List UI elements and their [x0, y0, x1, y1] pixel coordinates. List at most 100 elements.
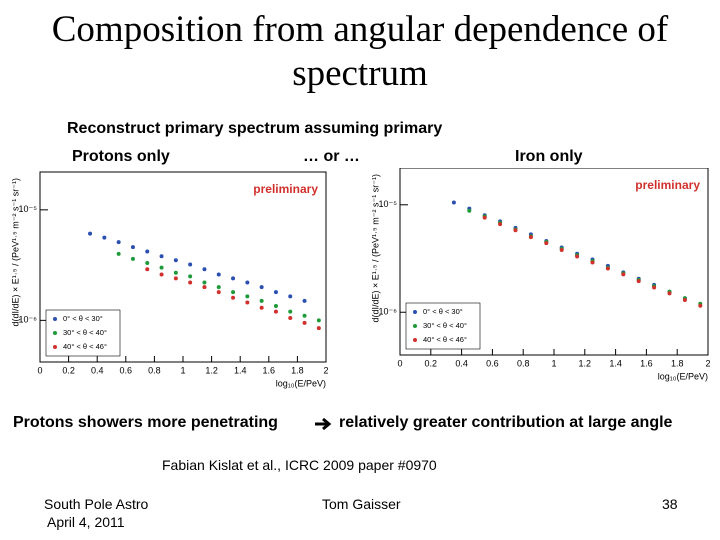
data-point [544, 241, 549, 246]
data-point [652, 285, 657, 290]
legend-label: 30° < θ < 40° [63, 328, 107, 337]
data-point [259, 305, 264, 310]
y-axis-label: d(dI/dE) × E¹·⁵ / (PeV¹·⁵ m⁻² s⁻¹ sr⁻¹) [370, 174, 380, 322]
data-point [159, 254, 164, 259]
legend-box [45, 309, 121, 357]
annotation: preliminary [253, 182, 318, 196]
data-point [145, 267, 150, 272]
x-axis-label: log₁₀(E/PeV) [658, 371, 708, 381]
legend-label: 0° < θ < 30° [63, 314, 103, 323]
x-tick-label: 1 [551, 358, 556, 368]
data-point [145, 249, 150, 254]
data-point [245, 280, 250, 285]
y-tick-label: 10⁻⁵ [19, 204, 38, 214]
x-tick-label: 0.4 [91, 365, 104, 375]
data-point [245, 300, 250, 305]
data-point [159, 272, 164, 277]
legend-marker [53, 317, 57, 321]
data-point [88, 231, 93, 236]
data-point [621, 272, 626, 277]
data-point [273, 309, 278, 314]
legend-label: 30° < θ < 40° [423, 321, 467, 330]
x-tick-label: 2 [323, 365, 328, 375]
data-point [451, 200, 456, 205]
x-tick-label: 0.2 [425, 358, 438, 368]
x-tick-label: 0.8 [148, 365, 161, 375]
left-label: Protons only [72, 148, 170, 165]
data-point [513, 228, 518, 233]
conclusion-end: relatively greater contribution at large… [339, 414, 673, 431]
data-point [590, 260, 595, 265]
footer-venue: South Pole Astro [44, 496, 149, 512]
data-point [173, 258, 178, 263]
data-point [316, 326, 321, 331]
x-tick-label: 1.4 [234, 365, 247, 375]
footer-author: Tom Gaisser [322, 496, 401, 512]
data-point [231, 276, 236, 281]
x-tick-label: 0 [37, 365, 42, 375]
legend-label: 40° < θ < 46° [63, 342, 107, 351]
data-point [116, 251, 121, 256]
legend-label: 0° < θ < 30° [423, 307, 463, 316]
subtitle: Reconstruct primary spectrum assuming pr… [67, 120, 443, 137]
legend-marker [413, 338, 417, 342]
data-point [202, 280, 207, 285]
conclusion-start: Protons showers more penetrating [13, 414, 278, 431]
data-point [145, 261, 150, 266]
data-point [159, 265, 164, 270]
page-number: 38 [662, 496, 678, 512]
middle-label: … or … [303, 148, 360, 165]
data-point [498, 222, 503, 227]
legend-marker [53, 345, 57, 349]
x-tick-label: 1.4 [609, 358, 622, 368]
data-point [682, 297, 687, 302]
x-tick-label: 1.2 [205, 365, 218, 375]
data-point [188, 274, 193, 279]
footer-date: April 4, 2011 [47, 514, 125, 530]
x-tick-label: 0.2 [62, 365, 75, 375]
citation: Fabian Kislat et al., ICRC 2009 paper #0… [162, 457, 437, 473]
y-tick-label: 10⁻⁶ [19, 315, 38, 325]
data-point [173, 276, 178, 281]
data-point [302, 320, 307, 325]
x-tick-label: 1.6 [263, 365, 276, 375]
data-point [216, 285, 221, 290]
y-axis-label: d(dI/dE) × E¹·⁵ / (PeV¹·⁵ m⁻² s⁻¹ sr⁻¹) [10, 178, 20, 326]
data-point [302, 298, 307, 303]
data-point [188, 262, 193, 267]
arrow-icon [315, 417, 332, 431]
data-point [288, 316, 293, 321]
x-tick-label: 0.6 [486, 358, 499, 368]
legend-marker [413, 310, 417, 314]
x-tick-label: 1.6 [640, 358, 653, 368]
data-point [698, 303, 703, 308]
chart-iron: 0 0.2 0.4 0.6 0.8 1 1.2 1.4 1.6 1.8 2 10⁻⁵ 10⁻⁶ log₁₀… [358, 168, 718, 385]
legend-box [405, 302, 481, 350]
y-tick-label: 10⁻⁵ [379, 199, 398, 209]
data-point [482, 215, 487, 220]
data-point [231, 290, 236, 295]
x-tick-label: 1.2 [579, 358, 592, 368]
legend-label: 40° < θ < 46° [423, 335, 467, 344]
data-point [288, 294, 293, 299]
data-point [273, 303, 278, 308]
legend-marker [413, 324, 417, 328]
data-point [216, 290, 221, 295]
data-point [636, 279, 641, 284]
data-point [528, 235, 533, 240]
x-tick-label: 1.8 [291, 365, 304, 375]
data-point [288, 309, 293, 314]
right-label: Iron only [515, 148, 583, 165]
data-point [188, 280, 193, 285]
y-tick-label: 10⁻⁶ [379, 307, 398, 317]
x-tick-label: 0.4 [455, 358, 468, 368]
x-tick-label: 0 [397, 358, 402, 368]
data-point [559, 247, 564, 252]
data-point [245, 294, 250, 299]
data-point [605, 266, 610, 271]
data-point [316, 318, 321, 323]
data-point [575, 254, 580, 259]
data-point [130, 245, 135, 250]
data-point [273, 290, 278, 295]
chart-protons: 0 0.2 0.4 0.6 0.8 1 1.2 1.4 1.6 1.8 2 10⁻⁵ 10⁻⁶ log₁₀… [0, 168, 332, 392]
